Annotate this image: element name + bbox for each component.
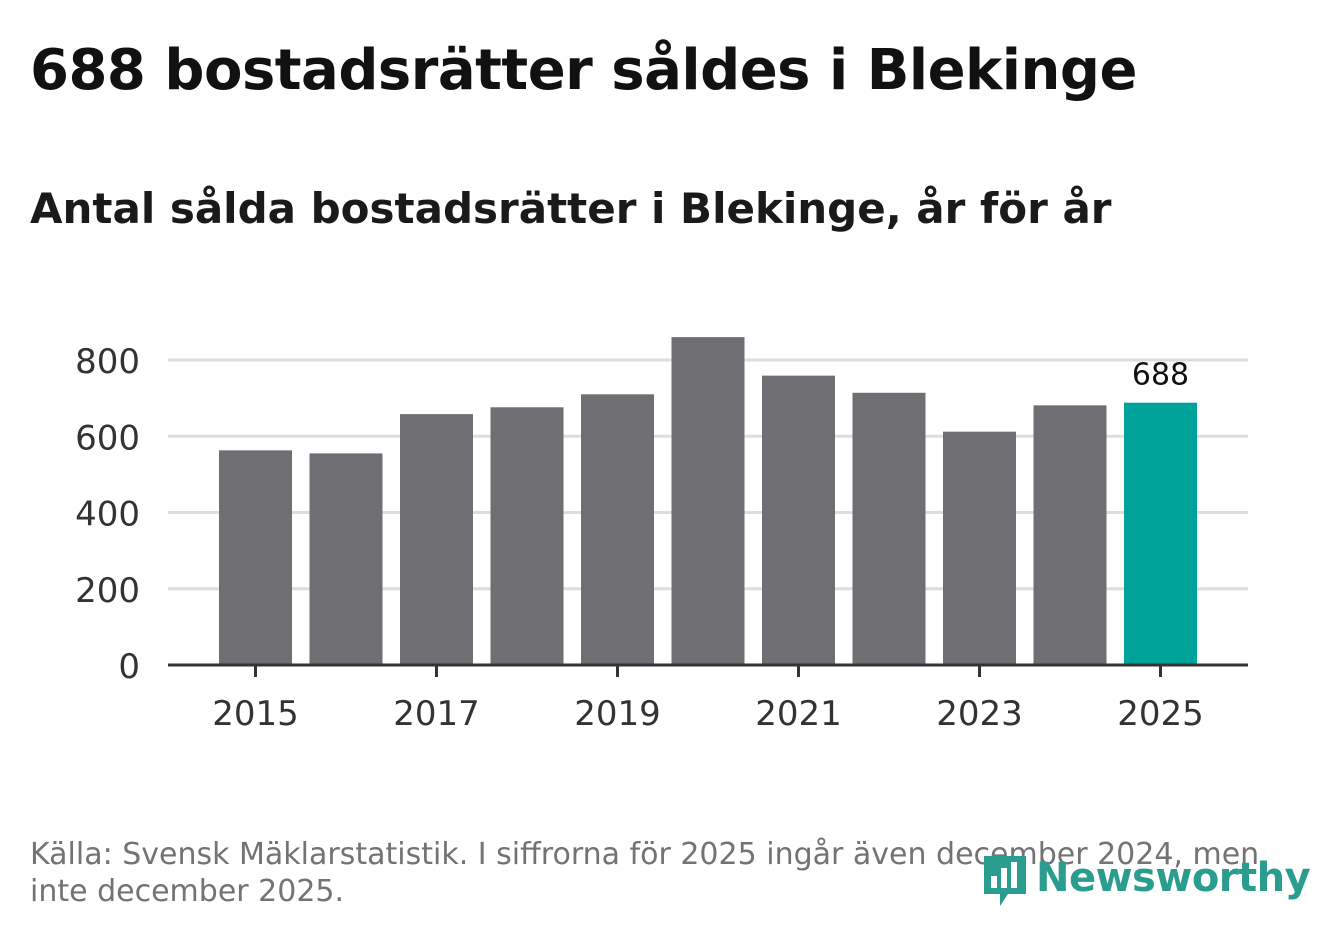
labels: 0 200 400 600 800 2015 2017 2019 2021 2023 2025 688 (75, 342, 1204, 734)
x-tick-label: 2021 (755, 694, 842, 734)
bar-chart: 0 200 400 600 800 2015 2017 2019 2021 2023 2025 688 (75, 337, 1248, 734)
bar-2023 (943, 431, 1016, 665)
bar-2018 (490, 407, 564, 665)
x-tick-label: 2025 (1117, 694, 1204, 734)
x-tick-label: 2019 (574, 694, 661, 734)
bar-2019 (581, 394, 654, 665)
bar-2025 (1124, 402, 1197, 665)
y-tick-label: 200 (75, 571, 140, 611)
newsworthy-chart-bubble-icon (984, 856, 1026, 906)
logo-text: Newsworthy (1036, 855, 1311, 901)
bars (219, 337, 1197, 665)
y-tick-label: 800 (75, 342, 140, 382)
bar-2015 (219, 450, 292, 665)
bar-2020 (671, 337, 745, 665)
bar-2017 (400, 414, 473, 665)
source-note: Källa: Svensk Mäklarstatistik. I siffror… (30, 837, 1260, 909)
x-tick-label: 2017 (393, 694, 480, 734)
value-label: 688 (1132, 358, 1189, 393)
x-tick-label: 2015 (212, 694, 299, 734)
chart-title: 688 bostadsrätter såldes i Blekinge (30, 38, 1137, 103)
y-tick-label: 400 (75, 495, 140, 535)
axes (168, 663, 1248, 677)
bar-2021 (762, 375, 835, 665)
bar-2022 (852, 392, 926, 665)
bar-2024 (1033, 405, 1107, 665)
y-tick-label: 600 (75, 418, 140, 458)
x-tick-label: 2023 (936, 694, 1023, 734)
chart-subtitle: Antal sålda bostadsrätter i Blekinge, år… (30, 184, 1112, 233)
y-tick-label: 0 (118, 647, 140, 687)
bar-2016 (309, 453, 383, 665)
newsworthy-logo: Newsworthy (980, 848, 1311, 908)
